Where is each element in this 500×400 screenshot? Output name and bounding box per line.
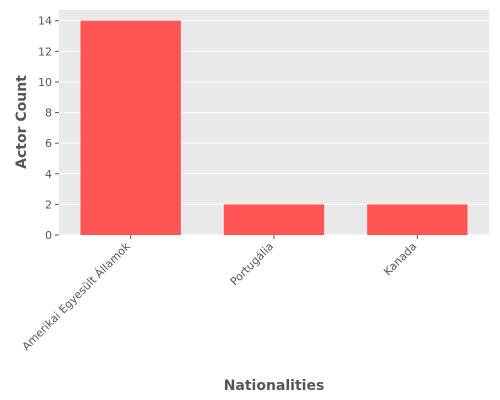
y-tick-label: 4 xyxy=(45,168,52,181)
y-tick-label: 10 xyxy=(38,76,52,89)
y-tick-label: 12 xyxy=(38,45,52,58)
bar xyxy=(223,204,325,235)
bar xyxy=(367,204,468,235)
bars xyxy=(80,20,468,236)
x-axis-ticks: Amerikai Egyesült Államok Portugália Kanad… xyxy=(20,235,419,353)
x-tick-label: Kanada xyxy=(381,240,419,278)
x-tick-label: Portugália xyxy=(228,240,276,288)
y-tick-label: 2 xyxy=(45,198,52,211)
y-axis-title: Actor Count xyxy=(14,75,30,169)
bar xyxy=(80,20,181,236)
x-axis-title: Nationalities xyxy=(224,378,325,394)
y-tick-label: 0 xyxy=(45,229,52,242)
y-tick-label: 6 xyxy=(45,137,52,150)
y-axis-ticks: 0 2 4 6 8 10 12 14 xyxy=(38,15,59,242)
y-tick-label: 14 xyxy=(38,15,52,28)
x-tick-label: Amerikai Egyesült Államok xyxy=(20,239,134,353)
y-tick-label: 8 xyxy=(45,107,52,120)
